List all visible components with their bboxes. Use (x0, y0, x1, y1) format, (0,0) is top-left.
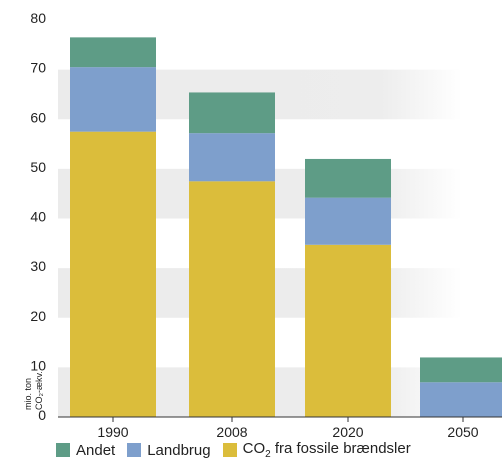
x-tick-labels: 1990 2008 2020 2050 (97, 424, 478, 440)
x-ticks (112, 417, 464, 422)
y-tick-label: 50 (30, 159, 46, 175)
bar-segment-co2-2008 (189, 181, 275, 417)
bar-segment-landbrug-2020 (305, 197, 391, 245)
x-tick-label-2008: 2008 (216, 424, 247, 440)
y-tick-label: 30 (30, 258, 46, 274)
y-tick-label: 60 (30, 109, 46, 125)
bars (70, 37, 502, 417)
y-tick-label: 0 (38, 407, 46, 423)
legend: Andet Landbrug CO2 fra fossile brændsler (56, 440, 411, 460)
y-axis-label-line-2: CO₂-ækv. (34, 371, 44, 410)
y-axis-label: mio. ton CO₂-ækv. (23, 371, 44, 410)
bar-segment-landbrug-2050 (420, 382, 502, 417)
legend-label-landbrug: Landbrug (147, 441, 211, 459)
y-tick-label: 40 (30, 209, 46, 225)
y-tick-label: 80 (30, 10, 46, 26)
bar-segment-andet-1990 (70, 37, 156, 68)
bar-segment-co2-2020 (305, 244, 391, 417)
y-tick-label: 70 (30, 60, 46, 76)
chart: 0 10 20 30 40 50 60 70 80 1990 2008 2020 2050 mio. … (23, 10, 502, 440)
legend-item-andet: Andet (56, 442, 115, 459)
legend-item-co2: CO2 fra fossile brændsler (222, 440, 411, 460)
x-tick-label-1990: 1990 (97, 424, 128, 440)
y-tick-labels: 0 10 20 30 40 50 60 70 80 (30, 10, 46, 423)
legend-label-andet: Andet (76, 441, 116, 459)
legend-swatch-andet (56, 443, 70, 457)
y-axis-label-line-1: mio. ton (23, 378, 33, 410)
legend-label-co2-suffix: fra fossile brændsler (270, 440, 411, 457)
legend-swatch-landbrug (127, 443, 142, 457)
bar-segment-landbrug-1990 (70, 67, 156, 132)
y-tick-label: 20 (30, 308, 46, 324)
x-tick-label-2050: 2050 (447, 424, 478, 440)
legend-item-landbrug: Landbrug (127, 441, 211, 459)
bar-segment-co2-1990 (70, 131, 156, 417)
legend-label-co2-prefix: CO (242, 440, 266, 457)
bar-segment-andet-2050 (420, 357, 502, 383)
legend-label-co2: CO2 fra fossile brændsler (243, 440, 411, 460)
bar-segment-andet-2008 (189, 92, 275, 134)
bar-segment-andet-2020 (305, 158, 391, 198)
bar-segment-landbrug-2008 (189, 133, 275, 182)
legend-label-co2-sub: 2 (265, 449, 271, 460)
y-tick-label: 10 (30, 357, 46, 373)
x-tick-label-2020: 2020 (332, 424, 363, 440)
legend-swatch-co2 (222, 443, 237, 457)
